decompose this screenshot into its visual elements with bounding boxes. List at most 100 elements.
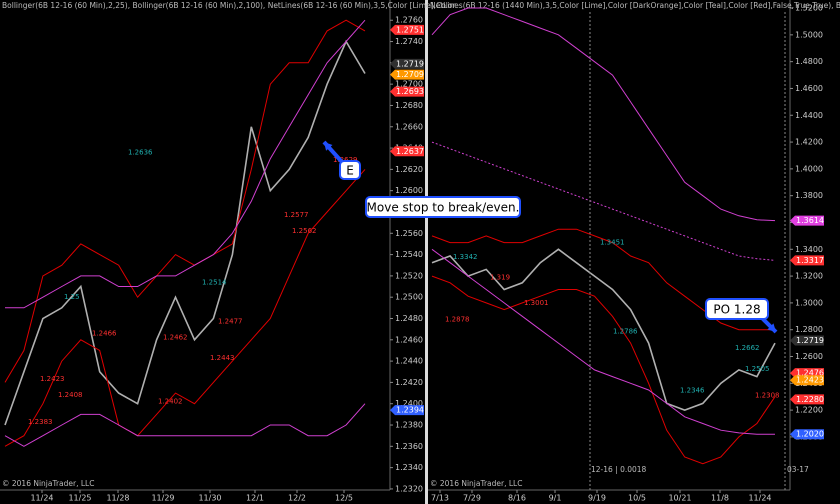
band-line [431, 141, 776, 261]
band-line [431, 248, 775, 435]
annotation-box [705, 298, 769, 320]
level-label: 1.2346 [680, 387, 705, 395]
x-tick-label: 11/28 [106, 494, 129, 503]
y-tick-label: 1.2360 [395, 442, 423, 451]
level-label: 1.2662 [735, 344, 760, 352]
level-label: 1.2423 [40, 375, 65, 383]
price-tag-label: 1.2709 [396, 70, 424, 79]
price-tag: 1.2719 [390, 58, 424, 69]
price-tag-box [390, 69, 424, 80]
level-label: 1.2466 [92, 329, 117, 337]
price-tag: 1.2709 [390, 69, 424, 80]
y-tick-label: 1.4000 [795, 164, 823, 173]
price-tag-label: 1.2020 [796, 430, 824, 439]
band-line [5, 19, 366, 309]
level-label: 1.2462 [163, 334, 188, 342]
price-tag: 1.2423 [790, 375, 824, 386]
annotation-box [339, 160, 361, 180]
copyright: © 2016 NinjaTrader, LLC [430, 479, 522, 488]
price-tag-label: 1.2280 [796, 395, 824, 404]
status-label: 03-17 [787, 465, 809, 474]
band-line [4, 169, 366, 447]
y-tick-label: 1.2600 [395, 186, 423, 195]
status-label: 12-16 | 0.0018 [591, 465, 647, 474]
level-label: 1.2562 [292, 227, 317, 235]
level-label: 1.2514 [202, 278, 227, 286]
price-tag: 1.2751 [390, 24, 424, 35]
price-tag-label: 1.2476 [796, 369, 824, 378]
y-tick-label: 1.3400 [795, 245, 823, 254]
price-tag: 1.2394 [390, 405, 424, 416]
chart-header: Bollinger(6B 12-16 (60 Min),2,25), Bolli… [2, 1, 456, 10]
price-tag-label: 1.2751 [396, 25, 424, 34]
level-label: 1.2577 [284, 211, 309, 219]
level-label: 1.2383 [28, 418, 53, 426]
band-line [431, 275, 776, 465]
y-tick-label: 1.5200 [795, 4, 823, 13]
level-label: 1.3451 [600, 238, 625, 246]
y-tick-label: 1.2420 [395, 378, 423, 387]
level-label: 1.2636 [128, 148, 153, 156]
price-tag: 1.2693 [390, 86, 424, 97]
level-label: 1.25 [64, 293, 80, 301]
y-tick-label: 1.2660 [395, 122, 423, 131]
price-line [4, 39, 366, 426]
price-tag-label: 1.2719 [796, 336, 824, 345]
x-tick-label: 12/5 [335, 494, 353, 503]
price-tag-box [390, 24, 424, 35]
price-tag-label: 1.2423 [796, 376, 824, 385]
price-tag-label: 1.3614 [796, 216, 824, 225]
level-label: 1.3342 [453, 253, 478, 261]
y-tick-label: 1.2460 [395, 335, 423, 344]
y-tick-label: 1.2340 [395, 463, 423, 472]
y-tick-label: 1.2760 [395, 16, 423, 25]
x-tick-label: 11/8 [711, 494, 729, 503]
price-tag-box [790, 429, 824, 440]
x-tick-label: 9/1 [549, 494, 562, 503]
level-label: 1.2878 [445, 315, 470, 323]
y-tick-label: 1.2700 [395, 80, 423, 89]
x-tick-label: 11/29 [151, 494, 174, 503]
x-tick-label: 9/19 [588, 494, 606, 503]
price-tag: 1.3317 [790, 255, 824, 266]
x-tick-label: 7/13 [431, 494, 449, 503]
price-tag: 1.2719 [790, 335, 824, 346]
price-tag-box [390, 405, 424, 416]
y-tick-label: 1.2600 [795, 352, 823, 361]
band-line [431, 7, 776, 222]
arrow-head [767, 323, 776, 332]
level-label: 1.2402 [158, 398, 183, 406]
price-tag-box [790, 215, 824, 226]
price-tag-box [790, 375, 824, 386]
y-tick-label: 1.4800 [795, 57, 823, 66]
level-label: 1.2308 [755, 392, 780, 400]
price-tag-box [390, 146, 424, 157]
level-label: 1.319 [490, 273, 510, 281]
level-label: 1.2505 [745, 365, 770, 373]
price-tag-box [790, 394, 824, 405]
y-tick-label: 1.2560 [395, 229, 423, 238]
price-tag-box [790, 255, 824, 266]
chart-header: NetLines(6B 12-16 (1440 Min),3,5,Color [… [430, 1, 840, 10]
annotation: Move stop to break/even. [367, 201, 520, 215]
y-tick-label: 1.2520 [395, 271, 423, 280]
y-tick-label: 1.2380 [395, 421, 423, 430]
price-tag-label: 1.2637 [396, 147, 424, 156]
price-tag-box [390, 86, 424, 97]
price-tag-label: 1.2394 [396, 406, 424, 415]
y-tick-label: 1.2740 [395, 37, 423, 46]
level-label: 1.3001 [524, 299, 549, 307]
arrow-head [324, 142, 333, 151]
price-tag-label: 1.2719 [396, 59, 424, 68]
y-tick-label: 1.3000 [795, 298, 823, 307]
price-tag: 1.2280 [790, 394, 824, 405]
y-tick-label: 1.2440 [395, 357, 423, 366]
copyright: © 2016 NinjaTrader, LLC [2, 479, 94, 488]
price-tag-box [390, 58, 424, 69]
y-tick-label: 1.2200 [795, 406, 823, 415]
annotation: E [346, 164, 354, 178]
y-tick-label: 1.5000 [795, 30, 823, 39]
y-tick-label: 1.2540 [395, 250, 423, 259]
